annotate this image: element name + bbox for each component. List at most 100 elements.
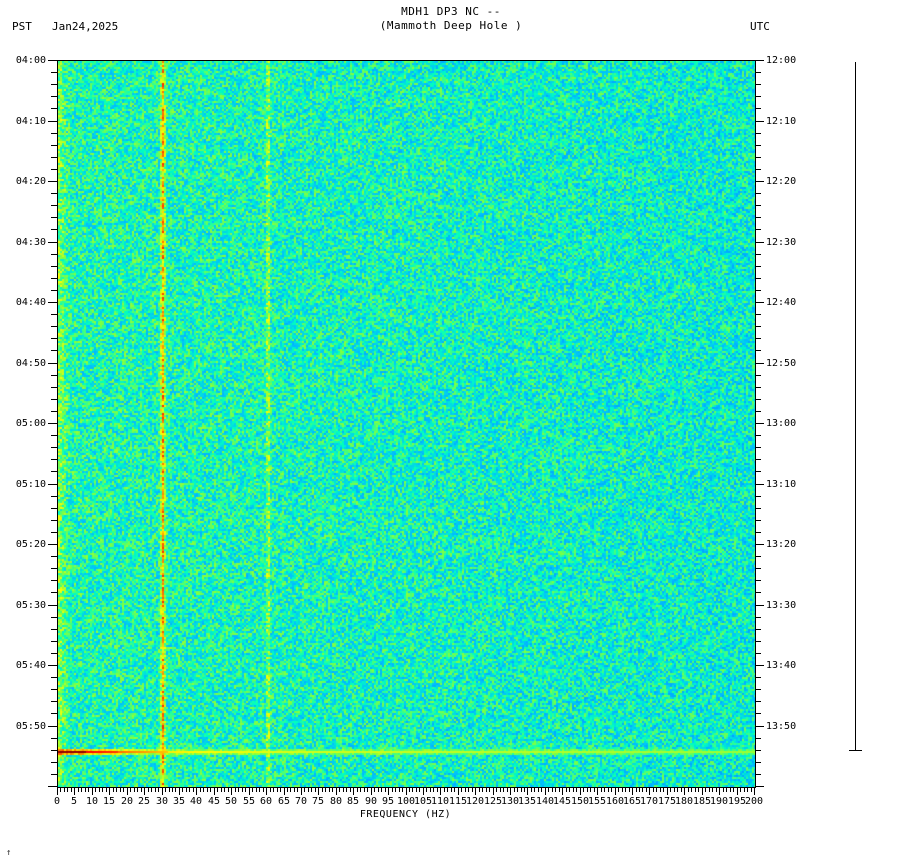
y-axis-label-right: 12:10 <box>766 116 797 127</box>
y-axis-tick-left <box>51 471 57 472</box>
x-axis-tick <box>482 787 483 792</box>
x-axis-tick <box>179 787 180 795</box>
x-axis-tick <box>242 787 243 792</box>
y-axis-tick-left <box>51 314 57 315</box>
x-axis-tick <box>304 787 305 792</box>
y-axis-label-left: 04:20 <box>15 176 46 187</box>
x-axis-tick <box>106 787 107 792</box>
x-axis-tick <box>618 787 619 792</box>
x-axis-tick <box>622 787 623 792</box>
y-axis-tick-right <box>755 387 761 388</box>
x-axis-tick <box>402 787 403 792</box>
x-axis-label: 165 <box>622 796 642 807</box>
x-axis-tick <box>172 787 173 792</box>
x-axis-tick <box>531 787 532 792</box>
x-axis-tick <box>719 787 720 795</box>
x-axis-label: 170 <box>639 796 659 807</box>
spectrogram-plot <box>57 60 756 788</box>
y-axis-label-right: 12:50 <box>766 358 797 369</box>
y-axis-tick-left <box>51 556 57 557</box>
x-axis-tick <box>604 787 605 792</box>
y-axis-tick-left <box>51 193 57 194</box>
x-axis-tick <box>371 787 372 795</box>
y-axis-tick-left <box>48 121 57 122</box>
x-axis-tick <box>158 787 159 792</box>
x-axis-tick <box>656 787 657 792</box>
x-axis-tick <box>301 787 302 795</box>
x-axis-label: 145 <box>552 796 572 807</box>
x-axis-label: 0 <box>53 796 61 807</box>
y-axis-tick-left <box>48 786 57 787</box>
y-axis-tick-right <box>755 157 761 158</box>
x-axis-tick <box>541 787 542 792</box>
y-axis-tick-left <box>51 447 57 448</box>
x-axis-tick <box>674 787 675 792</box>
x-axis-tick <box>196 787 197 795</box>
x-axis-tick <box>538 787 539 792</box>
x-axis-tick <box>85 787 86 792</box>
x-axis-tick <box>339 787 340 792</box>
x-axis-tick <box>465 787 466 792</box>
x-axis-tick <box>559 787 560 792</box>
x-axis-label: 20 <box>120 796 134 807</box>
y-axis-tick-left <box>51 169 57 170</box>
x-axis-tick <box>95 787 96 792</box>
x-axis-tick <box>493 787 494 795</box>
x-axis-tick <box>503 787 504 792</box>
x-axis-tick <box>385 787 386 792</box>
x-axis-tick <box>524 787 525 792</box>
x-axis-tick <box>134 787 135 792</box>
y-axis-tick-right <box>755 121 764 122</box>
y-axis-tick-right <box>755 592 761 593</box>
y-axis-tick-right <box>755 677 761 678</box>
y-axis-tick-right <box>755 145 761 146</box>
y-axis-tick-left <box>51 750 57 751</box>
x-axis-tick <box>155 787 156 792</box>
y-axis-tick-left <box>51 254 57 255</box>
y-axis-tick-left <box>51 774 57 775</box>
x-axis-tick <box>148 787 149 792</box>
x-axis-tick <box>580 787 581 795</box>
y-axis-tick-left <box>51 641 57 642</box>
x-axis-tick <box>81 787 82 792</box>
x-axis-tick <box>120 787 121 792</box>
x-axis-tick <box>318 787 319 795</box>
y-axis-tick-left <box>51 399 57 400</box>
x-axis-tick <box>440 787 441 795</box>
y-axis-tick-right <box>755 762 761 763</box>
y-axis-tick-left <box>48 60 57 61</box>
x-axis-tick <box>392 787 393 792</box>
x-axis-tick <box>378 787 379 792</box>
x-axis-tick <box>615 787 616 795</box>
x-axis-tick <box>545 787 546 795</box>
y-axis-tick-right <box>755 713 761 714</box>
y-axis-tick-left <box>51 738 57 739</box>
x-axis-tick <box>461 787 462 792</box>
y-axis-tick-right <box>755 617 761 618</box>
x-axis-label: 195 <box>727 796 747 807</box>
y-axis-tick-right <box>755 72 761 73</box>
x-axis-tick <box>217 787 218 792</box>
x-axis-tick <box>705 787 706 792</box>
x-axis-label: 55 <box>242 796 256 807</box>
page-title-line1: MDH1 DP3 NC -- <box>401 5 501 18</box>
y-axis-label-left: 05:10 <box>15 479 46 490</box>
x-axis-tick <box>716 787 717 792</box>
y-axis-tick-right <box>755 350 761 351</box>
y-axis-tick-right <box>755 205 761 206</box>
x-axis-tick <box>175 787 176 792</box>
y-axis-tick-right <box>755 242 764 243</box>
x-axis-tick <box>548 787 549 792</box>
x-axis-tick <box>308 787 309 792</box>
x-axis-tick <box>214 787 215 795</box>
x-axis-tick <box>256 787 257 792</box>
x-axis-tick <box>60 787 61 792</box>
x-axis-tick <box>193 787 194 792</box>
x-axis-tick <box>688 787 689 792</box>
x-axis-tick <box>311 787 312 792</box>
y-axis-tick-right <box>755 254 761 255</box>
x-axis-label: 180 <box>674 796 694 807</box>
y-axis-tick-left <box>48 242 57 243</box>
x-axis-tick <box>284 787 285 795</box>
x-axis-tick <box>290 787 291 792</box>
